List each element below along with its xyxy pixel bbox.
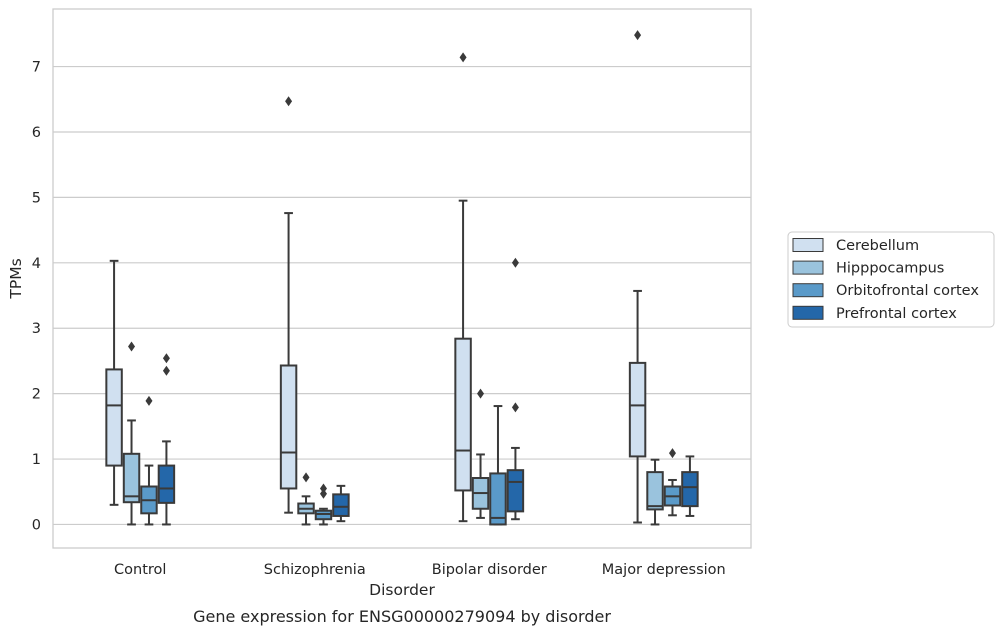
legend-swatch bbox=[792, 305, 824, 320]
box-orbitofrontal-cortex-1 bbox=[314, 483, 333, 526]
outlier-point bbox=[128, 341, 136, 352]
box-cerebellum-3 bbox=[628, 30, 647, 524]
legend-swatch bbox=[792, 260, 824, 275]
boxes bbox=[105, 30, 699, 526]
iqr-box bbox=[506, 469, 525, 513]
iqr-box bbox=[279, 364, 298, 490]
y-tick-label: 1 bbox=[32, 452, 41, 468]
box-prefrontal-cortex-1 bbox=[332, 484, 350, 523]
y-tick-label: 7 bbox=[32, 60, 41, 76]
outlier-point bbox=[145, 395, 153, 406]
x-tick-label: Schizophrenia bbox=[264, 562, 366, 578]
legend-label: Hipppocampus bbox=[836, 261, 944, 277]
iqr-box bbox=[489, 472, 507, 526]
iqr-box bbox=[105, 368, 123, 467]
iqr-box bbox=[646, 471, 664, 511]
y-tick-label: 3 bbox=[32, 321, 41, 337]
iqr-box bbox=[681, 471, 699, 508]
iqr-box bbox=[454, 337, 472, 492]
chart-title: Gene expression for ENSG00000279094 by d… bbox=[193, 607, 611, 626]
iqr-box bbox=[122, 452, 141, 504]
x-tick-label: Bipolar disorder bbox=[432, 562, 547, 578]
y-tick-label: 6 bbox=[32, 125, 41, 141]
outlier-point bbox=[319, 488, 327, 499]
outlier-point bbox=[668, 448, 676, 459]
outlier-point bbox=[162, 353, 170, 364]
outlier-point bbox=[162, 365, 170, 376]
y-tick-label: 5 bbox=[32, 190, 41, 206]
outlier-point bbox=[477, 388, 485, 399]
box-hipppocampus-1 bbox=[297, 472, 315, 526]
outlier-point bbox=[511, 257, 519, 268]
x-axis-label: Disorder bbox=[369, 581, 435, 599]
legend-swatch bbox=[792, 283, 824, 298]
legend-frame bbox=[787, 231, 995, 328]
iqr-box bbox=[157, 464, 176, 504]
outlier-point bbox=[319, 483, 327, 494]
box-prefrontal-cortex-3 bbox=[681, 455, 699, 517]
y-tick-label: 0 bbox=[32, 517, 41, 533]
y-axis-label: TPMs bbox=[7, 258, 25, 299]
box-cerebellum-1 bbox=[279, 96, 298, 514]
iqr-box bbox=[332, 493, 350, 517]
box-orbitofrontal-cortex-0 bbox=[140, 395, 158, 526]
iqr-box bbox=[628, 361, 647, 458]
outlier-point bbox=[459, 52, 467, 63]
box-hipppocampus-2 bbox=[471, 388, 490, 519]
box-cerebellum-2 bbox=[454, 52, 472, 523]
box-hipppocampus-3 bbox=[646, 458, 664, 526]
outlier-point bbox=[302, 472, 310, 483]
box-cerebellum-0 bbox=[105, 259, 123, 506]
box-orbitofrontal-cortex-2 bbox=[489, 405, 507, 526]
legend-label: Cerebellum bbox=[836, 238, 919, 254]
y-tick-label: 4 bbox=[32, 256, 41, 272]
legend-swatch bbox=[792, 238, 824, 252]
box-hipppocampus-0 bbox=[122, 341, 141, 526]
y-axis-ticks: 0 1 2 3 4 5 6 7 bbox=[32, 60, 41, 534]
box-orbitofrontal-cortex-3 bbox=[663, 448, 682, 517]
outlier-point bbox=[511, 402, 519, 413]
outlier-point bbox=[285, 96, 293, 107]
box-prefrontal-cortex-0 bbox=[157, 353, 176, 526]
x-tick-label: Major depression bbox=[602, 562, 726, 578]
gridlines bbox=[53, 65, 751, 526]
box-prefrontal-cortex-2 bbox=[506, 257, 525, 521]
legend-label: Orbitofrontal cortex bbox=[836, 283, 979, 299]
plot-frame bbox=[52, 8, 752, 549]
outlier-point bbox=[634, 30, 642, 41]
legend: Cerebellum Hipppocampus Orbitofrontal cort… bbox=[787, 231, 995, 328]
x-tick-label: Control bbox=[114, 562, 166, 578]
legend-label: Prefrontal cortex bbox=[836, 306, 957, 322]
x-axis-ticks: Control Schizophrenia Bipolar disorder Majo… bbox=[114, 562, 726, 578]
y-tick-label: 2 bbox=[32, 387, 41, 403]
